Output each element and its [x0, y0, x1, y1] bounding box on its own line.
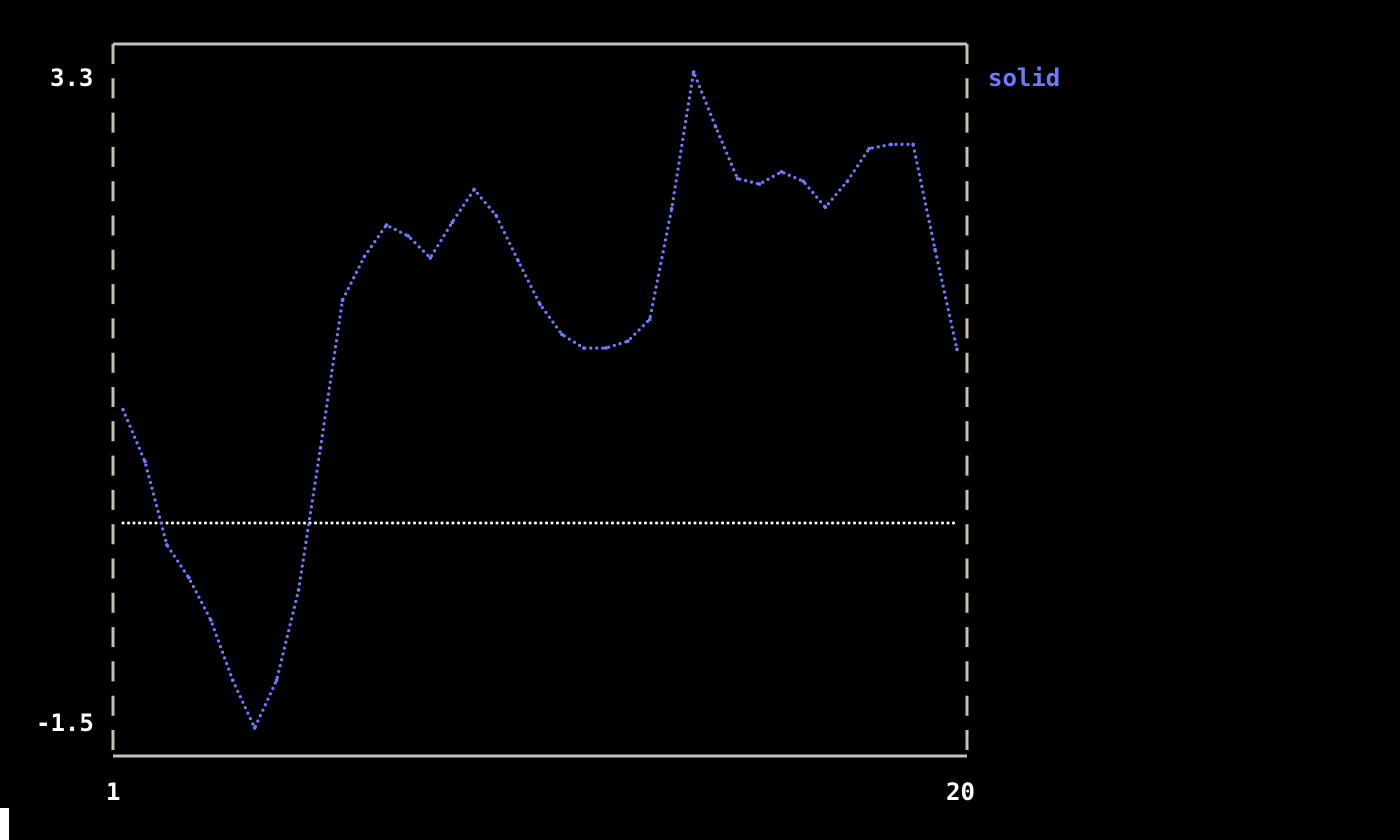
- data-point: [889, 142, 893, 147]
- data-point: [625, 339, 630, 344]
- data-point: [933, 247, 937, 252]
- data-point: [560, 332, 564, 337]
- data-point: [669, 206, 674, 211]
- data-point: [691, 70, 696, 74]
- data-point: [867, 146, 872, 151]
- data-point: [713, 124, 718, 129]
- x-tick-label-min: 1: [106, 778, 121, 806]
- data-point: [955, 347, 959, 352]
- data-point: [538, 302, 542, 307]
- data-point: [911, 142, 915, 147]
- y-tick-label-max: 3.3: [50, 64, 94, 92]
- data-point: [318, 446, 323, 450]
- data-point: [143, 459, 147, 464]
- terminal-cursor: [0, 808, 9, 840]
- data-point: [757, 182, 762, 186]
- data-point: [340, 298, 345, 303]
- data-point: [801, 179, 806, 184]
- data-point: [384, 223, 389, 227]
- data-point: [428, 256, 433, 260]
- data-point: [406, 234, 411, 238]
- data-point: [230, 678, 235, 682]
- data-point: [604, 346, 608, 350]
- series-line-solid: [121, 70, 959, 730]
- y-tick-label-min: -1.5: [36, 709, 94, 737]
- legend-entry-solid: solid: [988, 64, 1061, 92]
- data-point: [274, 678, 279, 682]
- data-point: [296, 588, 301, 592]
- data-point: [582, 346, 586, 350]
- data-point: [779, 169, 784, 174]
- data-point: [208, 618, 213, 622]
- data-point: [187, 575, 191, 580]
- x-tick-label-max: 20: [946, 778, 975, 806]
- data-point: [362, 254, 367, 259]
- data-point: [516, 258, 520, 263]
- data-point: [494, 213, 498, 218]
- data-point: [845, 179, 850, 184]
- data-point: [165, 543, 169, 547]
- data-point: [735, 176, 740, 181]
- data-point: [121, 407, 125, 412]
- data-point: [252, 726, 257, 730]
- data-point: [823, 205, 828, 210]
- data-point: [450, 220, 455, 225]
- data-point: [472, 187, 476, 192]
- data-point: [647, 317, 652, 322]
